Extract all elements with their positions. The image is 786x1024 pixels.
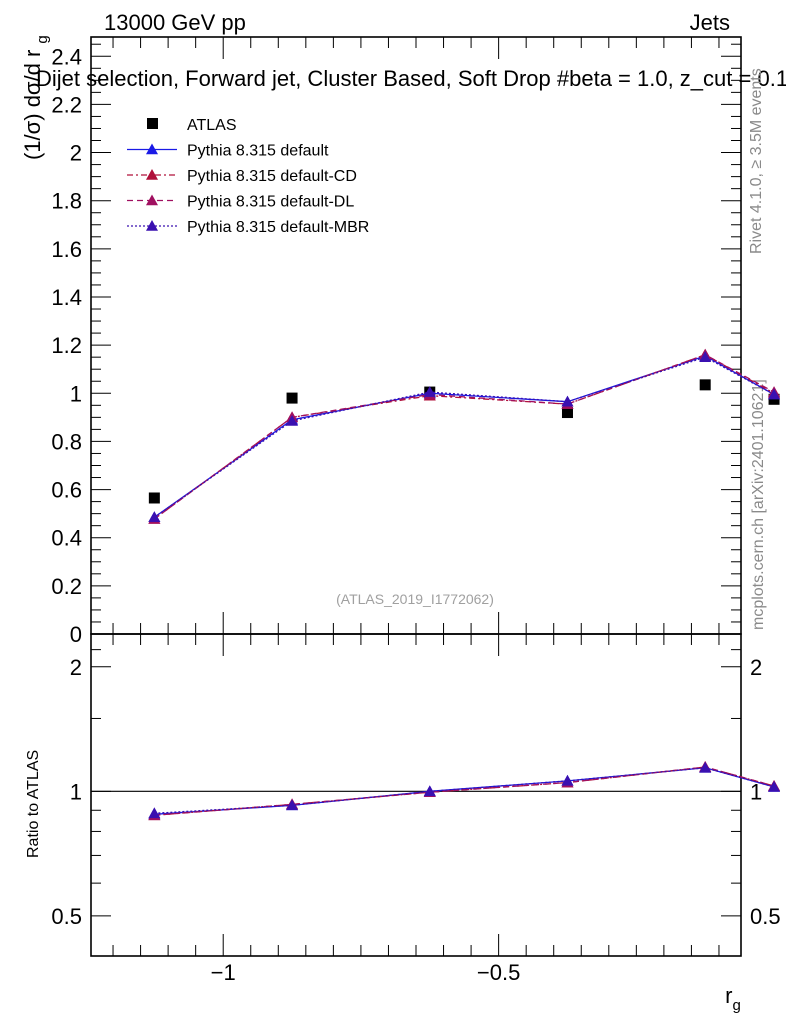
main-marker-mbr <box>148 511 161 523</box>
ratio-marker-mbr <box>423 785 436 797</box>
legend-label-default: Pythia 8.315 default <box>187 143 329 160</box>
analysis-watermark: (ATLAS_2019_I1772062) <box>336 591 494 607</box>
legend-label-mbr: Pythia 8.315 default-MBR <box>187 219 369 236</box>
main-marker-mbr <box>423 386 436 397</box>
main-y-tick-label: 0.2 <box>51 574 82 599</box>
rivet-label: Rivet 4.1.0, ≥ 3.5M events <box>748 68 765 254</box>
ratio-plot-frame <box>90 633 742 957</box>
main-y-tick-label: 1.6 <box>51 237 82 262</box>
ratio-marker-mbr <box>768 780 781 792</box>
main-marker-mbr <box>561 395 574 407</box>
main-data-point <box>148 492 160 504</box>
main-marker-mbr <box>286 414 299 426</box>
main-y-tick-label: 0 <box>70 622 82 647</box>
main-y-tick-label: 2.4 <box>51 44 82 69</box>
main-y-tick-label: 2 <box>70 141 82 166</box>
ratio-marker-mbr <box>561 774 574 786</box>
ratio-axis-ticks: −1 −0.5 0.5 0.5 1 1 2 2 <box>51 634 781 985</box>
ratio-y-tick-label: 0.5 <box>51 904 82 929</box>
main-y-axis-title-sub: g <box>34 35 51 43</box>
legend-label-dl: Pythia 8.315 default-DL <box>187 194 354 211</box>
legend: ATLAS Pythia 8.315 default Pythia 8.315 de… <box>127 117 369 236</box>
main-marker-mbr <box>699 351 712 362</box>
ratio-marker-mbr <box>286 799 299 811</box>
main-data-point <box>286 392 298 404</box>
main-y-axis-title-text: (1/σ) dσ/d r <box>20 50 45 160</box>
main-series-group <box>148 348 781 524</box>
header-left: 13000 GeV pp <box>104 10 246 35</box>
main-series-line-default <box>153 355 775 518</box>
ratio-series-group <box>148 760 781 821</box>
x-tick-label: −1 <box>211 960 236 985</box>
main-data-point <box>699 379 711 391</box>
ratio-series-line-dl <box>154 766 775 816</box>
ratio-series-line-mbr <box>154 767 775 814</box>
mcplots-label: mcplots.cern.ch [arXiv:2401.10621] <box>750 379 767 630</box>
main-series-line-cd <box>153 354 775 520</box>
x-tick-label: −0.5 <box>477 960 520 985</box>
legend-marker-data <box>147 118 158 129</box>
legend-marker-cd <box>146 169 158 180</box>
ratio-y-tick-label: 1 <box>70 779 82 804</box>
main-data-point <box>768 393 780 405</box>
x-axis-title-sub: g <box>732 997 740 1014</box>
main-series-line-mbr <box>153 356 775 518</box>
ratio-marker-mbr <box>699 761 712 773</box>
x-axis-title-base: r <box>725 983 732 1008</box>
ratio-marker-mbr <box>148 807 161 819</box>
main-series-line-dl <box>153 354 775 520</box>
ratio-y-tick-label-right: 0.5 <box>750 904 781 929</box>
ratio-y-axis-title: Ratio to ATLAS <box>25 750 42 858</box>
main-y-tick-label: 1 <box>70 381 82 406</box>
ratio-y-tick-label: 2 <box>70 655 82 680</box>
main-y-tick-label: 0.6 <box>51 478 82 503</box>
main-y-tick-label: 0.4 <box>51 526 82 551</box>
main-y-tick-label: 1.4 <box>51 285 82 310</box>
main-data-point <box>561 407 573 419</box>
ratio-y-tick-label-right: 1 <box>750 779 762 804</box>
main-y-tick-label: 2.2 <box>51 92 82 117</box>
main-y-tick-label: 0.8 <box>51 429 82 454</box>
ratio-y-tick-label-right: 2 <box>750 655 762 680</box>
main-y-tick-label: 1.8 <box>51 189 82 214</box>
legend-label-cd: Pythia 8.315 default-CD <box>187 168 357 185</box>
main-marker-mbr <box>768 388 781 400</box>
main-y-axis-title: (1/σ) dσ/d r g <box>20 35 51 160</box>
main-y-tick-label: 1.2 <box>51 333 82 358</box>
legend-marker-mbr <box>146 220 158 231</box>
legend-marker-dl <box>146 194 158 206</box>
header-right: Jets <box>690 10 730 35</box>
legend-label-data: ATLAS <box>187 117 237 134</box>
main-axis-ticks: 0 0.2 0.4 0.6 0.8 1 1.2 1.4 1.6 1.8 2 2.2 2.4 <box>51 37 741 647</box>
plot-subtitle: Dijet selection, Forward jet, Cluster Ba… <box>36 66 786 91</box>
x-axis-title: rg <box>725 983 741 1014</box>
legend-marker-default <box>146 143 158 155</box>
